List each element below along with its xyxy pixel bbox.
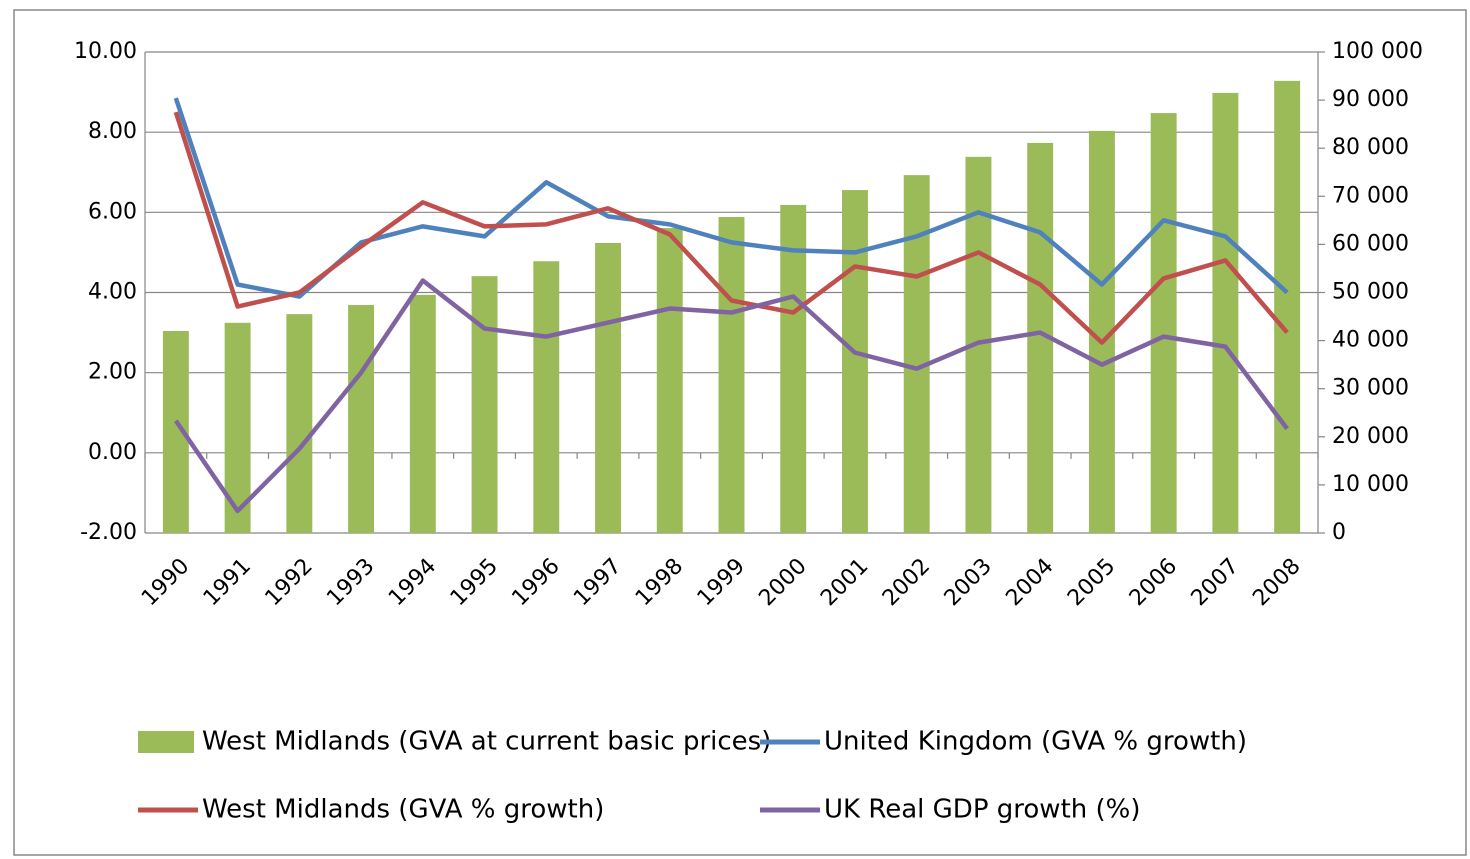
y2-tick-label: 20 000 [1332, 424, 1409, 449]
y-tick-label: 0.00 [88, 440, 137, 465]
legend-swatch [138, 731, 194, 753]
y2-tick-label: 40 000 [1332, 328, 1409, 353]
y2-tick-label: 30 000 [1332, 376, 1409, 401]
bar [1212, 92, 1239, 533]
y-tick-label: 8.00 [88, 119, 137, 144]
legend-label: West Midlands (GVA % growth) [202, 795, 604, 825]
y-tick-label: 2.00 [88, 360, 137, 385]
bar [718, 216, 745, 533]
y2-tick-label: 100 000 [1332, 39, 1423, 64]
bar [595, 242, 621, 533]
line [174, 278, 1289, 514]
line [173, 97, 1289, 299]
y2-tick-label: 60 000 [1332, 231, 1409, 256]
bar [780, 204, 807, 533]
y-tick-label: -2.00 [80, 520, 137, 545]
y2-tick-label: 50 000 [1332, 280, 1409, 305]
legend-label: UK Real GDP growth (%) [824, 795, 1141, 825]
line [173, 111, 1289, 345]
bar [1150, 113, 1177, 533]
y2-tick-label: 70 000 [1332, 183, 1409, 208]
y-tick-label: 10.00 [74, 39, 137, 64]
y2-tick-label: 10 000 [1332, 472, 1409, 497]
legend-label: West Midlands (GVA at current basic pric… [202, 727, 771, 757]
y2-tick-label: 90 000 [1332, 87, 1409, 112]
y-tick-label: 4.00 [88, 280, 137, 305]
bar [533, 261, 560, 533]
bar [656, 228, 683, 533]
bar [286, 314, 313, 533]
bar [348, 305, 375, 533]
y-tick-label: 6.00 [88, 199, 137, 224]
bar [1274, 80, 1301, 534]
y2-tick-label: 0 [1332, 520, 1346, 545]
y2-tick-label: 80 000 [1332, 135, 1409, 160]
bar [842, 190, 868, 533]
bar [471, 276, 498, 533]
bar [903, 175, 930, 534]
legend-label: United Kingdom (GVA % growth) [824, 727, 1247, 757]
bar [409, 294, 436, 533]
